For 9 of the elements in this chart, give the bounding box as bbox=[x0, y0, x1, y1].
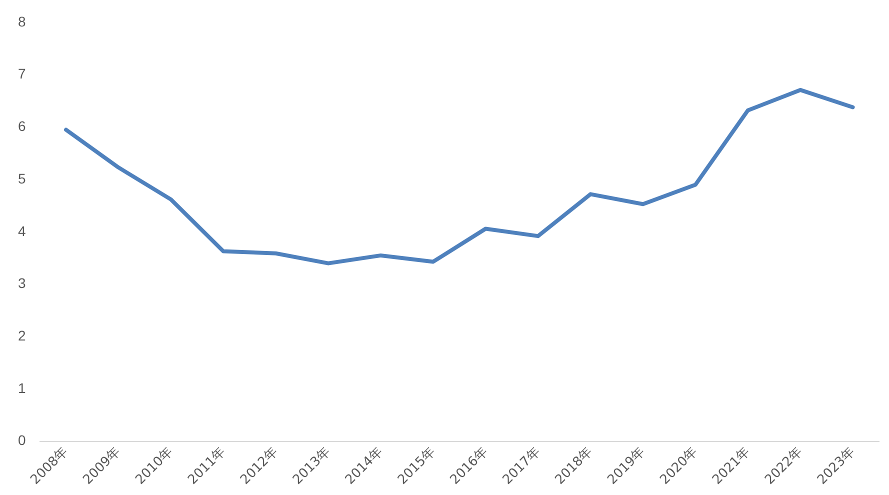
y-tick-label: 3 bbox=[18, 275, 26, 292]
y-tick-label: 2 bbox=[18, 327, 26, 344]
y-tick-label: 5 bbox=[18, 170, 26, 186]
y-tick-label: 7 bbox=[18, 66, 26, 82]
y-tick-label: 1 bbox=[18, 380, 26, 396]
y-tick-label: 4 bbox=[18, 222, 26, 239]
y-tick-label: 8 bbox=[18, 13, 26, 30]
y-tick-label: 0 bbox=[18, 432, 26, 448]
y-tick-label: 6 bbox=[18, 118, 26, 134]
